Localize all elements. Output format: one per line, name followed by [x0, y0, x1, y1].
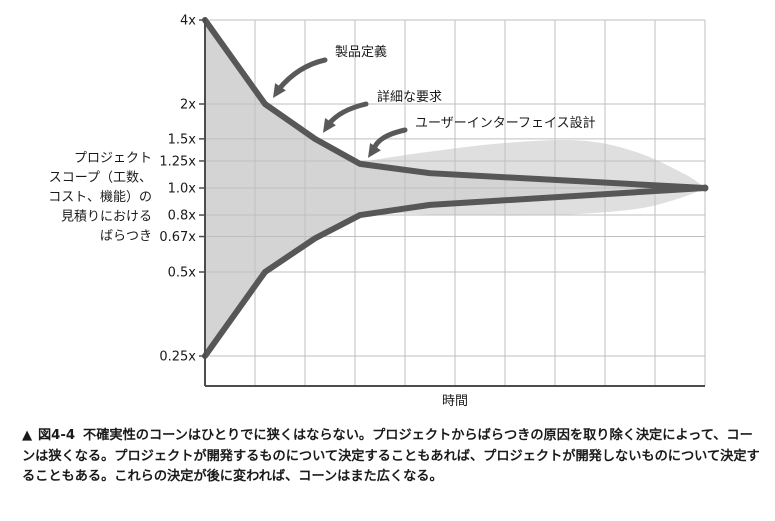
- annotation-arrow-shaft: [371, 127, 408, 152]
- y-axis-title-line: 見積りにおける: [61, 210, 152, 225]
- annotation-arrowhead: [368, 143, 381, 158]
- y-tick-label: 0.8x: [168, 209, 197, 224]
- cone-of-uncertainty-chart: 4x 2x 1.5x 1.25x 1.0x 0.8x 0.67x 0.5x 0.25x プロジェ…: [48, 14, 709, 409]
- figure-number: 図4-4: [38, 428, 76, 443]
- annotation-label: 製品定義: [335, 44, 387, 60]
- x-axis-title: 時間: [442, 394, 468, 409]
- annotation-arrowhead: [273, 83, 286, 98]
- annotation-arrow-shaft: [276, 57, 328, 92]
- annotation-label: ユーザーインターフェイス設計: [415, 115, 596, 131]
- cone-line-lower: [202, 185, 708, 359]
- annotation-arrow-shaft: [326, 101, 369, 127]
- y-tick-label: 1.25x: [159, 154, 196, 169]
- y-tick-label: 0.25x: [159, 350, 196, 365]
- y-tick-label: 1.0x: [168, 182, 197, 197]
- y-axis-title-line: コスト、機能）の: [48, 190, 152, 205]
- caption-text: 不確実性のコーンはひとりでに狭くはならない。プロジェクトからばらつきの原因を取り…: [22, 428, 760, 484]
- caption-marker: ▲: [22, 428, 33, 443]
- y-tick-label: 0.5x: [168, 266, 197, 281]
- y-tick-label: 1.5x: [168, 132, 197, 147]
- y-tick-label: 4x: [180, 14, 196, 29]
- annotation-arrowhead: [323, 118, 336, 133]
- grid: [205, 19, 706, 386]
- y-axis-title-line: スコープ（工数、: [49, 171, 152, 186]
- y-axis-title-line: プロジェクト: [74, 151, 152, 166]
- axes: [204, 18, 705, 387]
- y-axis-title-line: ばらつき: [100, 229, 152, 244]
- y-tick-labels: 4x 2x 1.5x 1.25x 1.0x 0.8x 0.67x 0.5x 0.25x: [159, 14, 205, 365]
- convergence-point: [701, 184, 709, 192]
- cone-lines: [202, 17, 709, 359]
- cone-line-upper: [202, 17, 708, 191]
- figure-caption: ▲ 図4-4 不確実性のコーンはひとりでに狭くはならない。プロジェクトからばらつきの…: [22, 426, 762, 488]
- annotation-label: 詳細な要求: [377, 89, 442, 105]
- y-tick-label: 2x: [180, 98, 196, 113]
- y-tick-label: 0.67x: [159, 230, 196, 245]
